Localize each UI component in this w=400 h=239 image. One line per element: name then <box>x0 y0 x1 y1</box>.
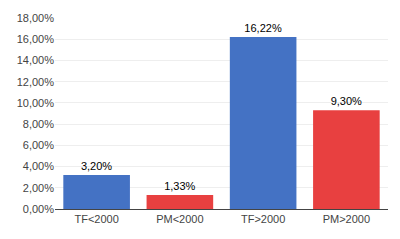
svg-text:3,20%: 3,20% <box>81 160 112 172</box>
svg-text:14,00%: 14,00% <box>17 54 55 66</box>
svg-text:PM<2000: PM<2000 <box>156 213 203 225</box>
svg-text:16,22%: 16,22% <box>244 22 282 34</box>
svg-text:TF>2000: TF>2000 <box>241 213 285 225</box>
svg-text:8,00%: 8,00% <box>23 118 54 130</box>
svg-text:PM>2000: PM>2000 <box>323 213 370 225</box>
svg-text:TF<2000: TF<2000 <box>74 213 118 225</box>
svg-text:10,00%: 10,00% <box>17 97 55 109</box>
svg-text:0,00%: 0,00% <box>23 203 54 215</box>
svg-text:6,00%: 6,00% <box>23 139 54 151</box>
svg-text:9,30%: 9,30% <box>331 95 362 107</box>
svg-text:4,00%: 4,00% <box>23 160 54 172</box>
svg-text:1,33%: 1,33% <box>164 180 195 192</box>
svg-text:18,00%: 18,00% <box>17 12 55 24</box>
svg-text:12,00%: 12,00% <box>17 76 55 88</box>
svg-text:16,00%: 16,00% <box>17 33 55 45</box>
svg-text:2,00%: 2,00% <box>23 182 54 194</box>
